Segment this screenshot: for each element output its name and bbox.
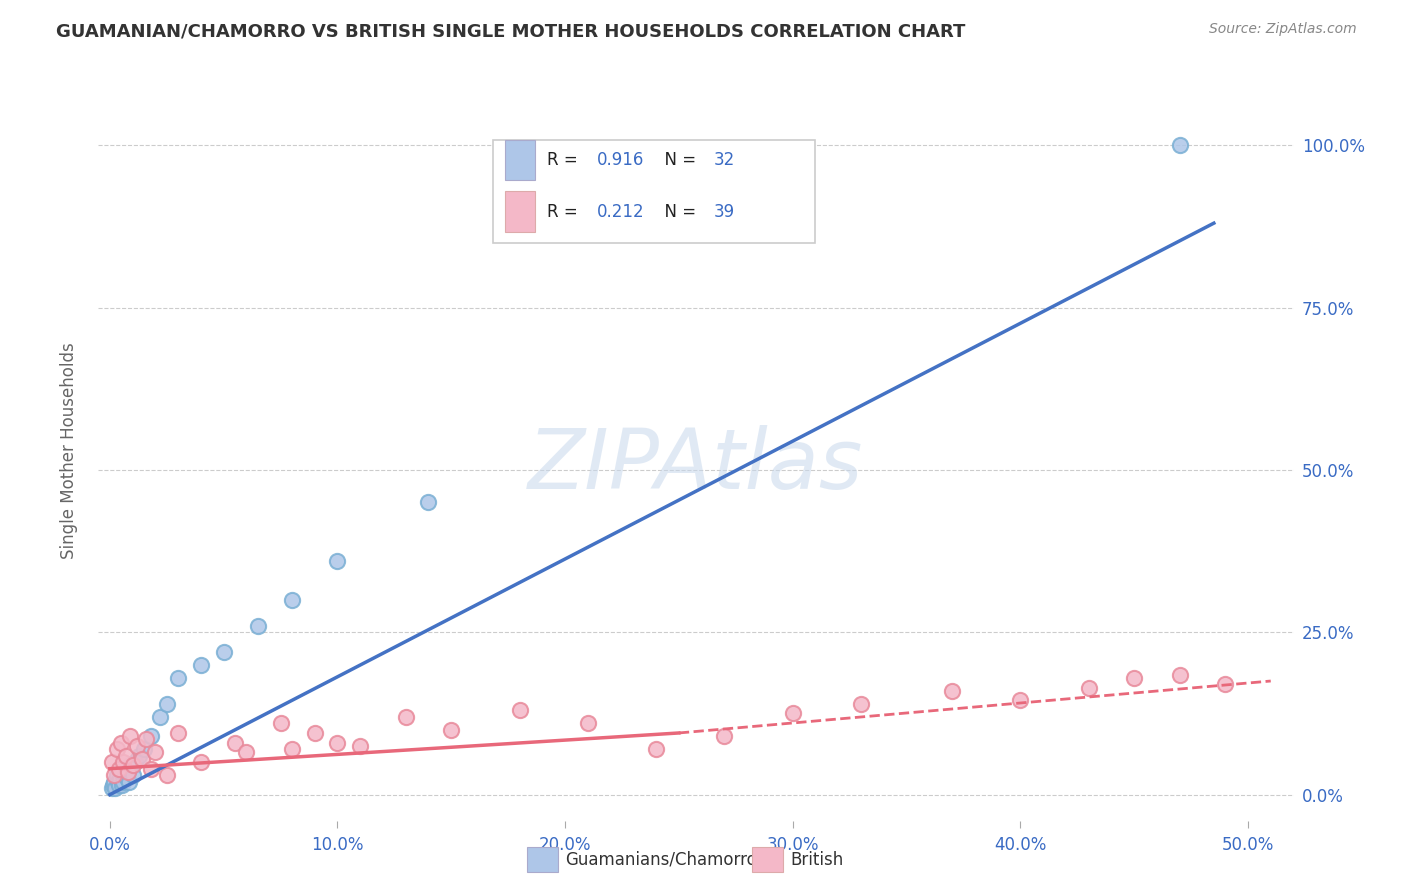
FancyBboxPatch shape: [505, 139, 534, 180]
Text: British: British: [790, 851, 844, 869]
Point: [111, 778, 134, 792]
Point: [235, 746, 257, 760]
Point: [121, 758, 143, 772]
Text: R =: R =: [547, 203, 582, 221]
Point: [110, 736, 132, 750]
Text: GUAMANIAN/CHAMORRO VS BRITISH SINGLE MOTHER HOUSEHOLDS CORRELATION CHART: GUAMANIAN/CHAMORRO VS BRITISH SINGLE MOT…: [56, 22, 966, 40]
Point: [114, 768, 136, 782]
Point: [156, 697, 179, 711]
Point: [121, 768, 143, 782]
Point: [127, 739, 149, 753]
Text: R =: R =: [547, 152, 582, 169]
Point: [576, 716, 599, 731]
Point: [418, 495, 440, 509]
Point: [108, 778, 131, 792]
Point: [270, 716, 292, 731]
Point: [103, 778, 125, 792]
Point: [120, 758, 142, 772]
Y-axis label: Single Mother Households: Single Mother Households: [59, 343, 77, 558]
Point: [281, 742, 304, 756]
Point: [224, 736, 246, 750]
Text: 32: 32: [714, 152, 735, 169]
Text: 39: 39: [714, 203, 735, 221]
Point: [326, 554, 349, 568]
Point: [132, 742, 155, 756]
Point: [1077, 681, 1099, 695]
Text: 0.916: 0.916: [596, 152, 644, 169]
Point: [108, 762, 131, 776]
Point: [117, 764, 139, 779]
Text: N =: N =: [654, 203, 702, 221]
Point: [941, 683, 963, 698]
Point: [104, 781, 127, 796]
Point: [326, 736, 349, 750]
Point: [395, 710, 418, 724]
Point: [149, 710, 172, 724]
Point: [108, 772, 131, 786]
Point: [135, 732, 157, 747]
Point: [128, 748, 150, 763]
Point: [1213, 677, 1236, 691]
FancyBboxPatch shape: [494, 139, 815, 244]
Point: [110, 764, 132, 779]
Point: [114, 762, 136, 776]
Text: 0.212: 0.212: [596, 203, 644, 221]
Point: [190, 657, 212, 672]
Point: [112, 755, 135, 769]
Text: Guamanians/Chamorros: Guamanians/Chamorros: [565, 851, 766, 869]
Text: Source: ZipAtlas.com: Source: ZipAtlas.com: [1209, 22, 1357, 37]
Point: [782, 706, 804, 721]
Text: ZIPAtlas: ZIPAtlas: [529, 425, 863, 506]
Point: [1168, 138, 1191, 153]
Point: [105, 768, 128, 782]
Point: [304, 726, 326, 740]
Point: [713, 729, 735, 743]
Point: [281, 592, 304, 607]
Point: [509, 703, 531, 717]
Point: [139, 729, 162, 743]
Point: [103, 774, 125, 789]
Point: [139, 762, 162, 776]
Point: [105, 742, 128, 756]
Point: [120, 729, 142, 743]
Point: [167, 726, 190, 740]
Point: [103, 768, 125, 782]
Point: [1123, 671, 1146, 685]
Point: [156, 768, 179, 782]
Point: [849, 697, 872, 711]
Point: [167, 671, 190, 685]
Point: [349, 739, 371, 753]
Point: [101, 781, 124, 796]
Point: [112, 774, 135, 789]
Point: [124, 755, 146, 769]
Point: [1168, 667, 1191, 681]
Point: [118, 774, 141, 789]
Point: [190, 755, 212, 769]
Text: N =: N =: [654, 152, 702, 169]
Point: [131, 752, 153, 766]
Point: [117, 764, 139, 779]
Point: [143, 746, 166, 760]
Point: [645, 742, 668, 756]
Point: [101, 755, 124, 769]
Point: [114, 748, 136, 763]
Point: [440, 723, 463, 737]
Point: [1010, 693, 1032, 707]
Point: [115, 772, 138, 786]
Point: [212, 645, 235, 659]
Point: [107, 774, 129, 789]
Point: [246, 619, 269, 633]
FancyBboxPatch shape: [505, 191, 534, 232]
